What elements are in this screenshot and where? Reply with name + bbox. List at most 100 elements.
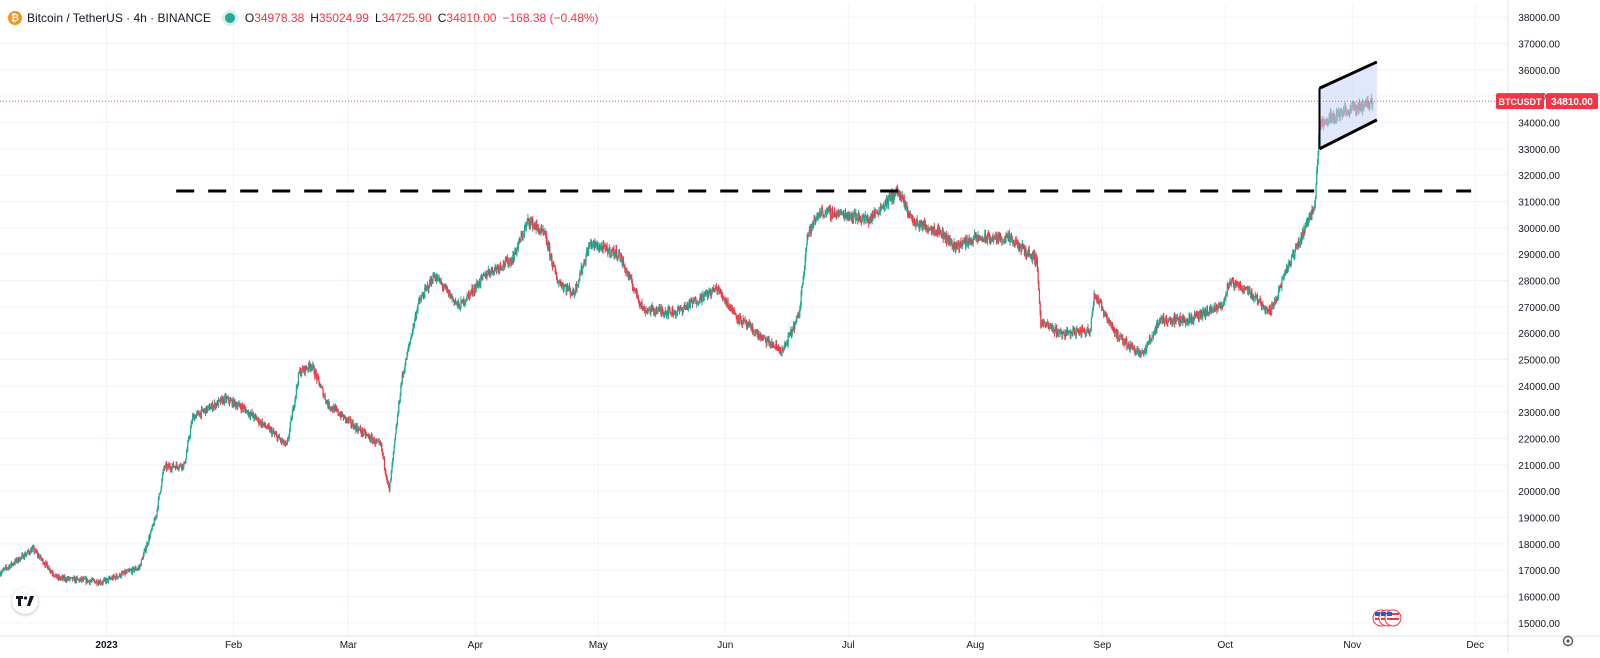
candle-body [553, 263, 554, 264]
candle [1063, 329, 1064, 334]
candle-body [210, 409, 211, 410]
candle-body [382, 450, 383, 452]
candle-body [1117, 332, 1118, 340]
grid [0, 4, 1508, 636]
candle-body [318, 378, 319, 382]
x-tick-label: Sep [1093, 640, 1111, 651]
y-tick-label: 30000.00 [1518, 224, 1560, 235]
y-tick-label: 17000.00 [1518, 566, 1560, 577]
candle-body [620, 253, 621, 261]
candle-body [616, 249, 617, 258]
candle-body [56, 574, 57, 578]
candle-body [799, 310, 800, 317]
candle [47, 565, 48, 569]
candle-body [400, 396, 401, 402]
candle-body [187, 442, 188, 449]
candle-body [121, 573, 122, 576]
candle [389, 483, 390, 492]
y-tick-label: 38000.00 [1518, 13, 1560, 24]
candle [395, 433, 396, 440]
candle-body [186, 453, 187, 459]
candle-body [397, 416, 398, 424]
candle-body [405, 359, 406, 366]
candle-body [753, 331, 754, 335]
y-tick-label: 16000.00 [1518, 593, 1560, 604]
y-tick-label: 22000.00 [1518, 435, 1560, 446]
candle-body [806, 245, 807, 248]
candle [113, 574, 114, 579]
candle-body [609, 247, 610, 255]
candle [857, 213, 858, 219]
candle-body [198, 412, 199, 415]
candle-body [582, 268, 583, 271]
x-tick-label: Apr [468, 640, 484, 651]
candle-body [290, 423, 291, 430]
y-tick-label: 19000.00 [1518, 514, 1560, 525]
candle-body [395, 434, 396, 440]
candle-body [292, 412, 293, 420]
candle [993, 238, 994, 245]
candle-body [134, 570, 135, 572]
candle-body [514, 254, 515, 260]
candle-body [34, 547, 35, 552]
candle-body [1091, 318, 1092, 328]
candle-body [26, 554, 27, 555]
x-tick-label: Feb [225, 640, 243, 651]
candle-body [126, 571, 127, 573]
candle [467, 292, 468, 301]
candle [116, 574, 117, 578]
candle-body [146, 548, 147, 551]
x-tick-label: Mar [340, 640, 358, 651]
y-tick-label: 28000.00 [1518, 277, 1560, 288]
candle-body [428, 288, 429, 290]
candle-body [298, 373, 299, 384]
candles [0, 94, 1373, 586]
candle [372, 434, 373, 445]
candle [141, 559, 142, 566]
candle [906, 202, 907, 207]
candle-body [159, 495, 160, 499]
candle [806, 244, 807, 252]
candle [792, 326, 793, 337]
candle-body [939, 229, 940, 230]
candle-body [116, 575, 117, 578]
candle-body [926, 226, 927, 229]
y-tick-label: 23000.00 [1518, 408, 1560, 419]
candle-body [337, 410, 338, 415]
y-tick-label: 26000.00 [1518, 329, 1560, 340]
candle [822, 204, 823, 212]
candle-body [637, 293, 638, 298]
candle-body [389, 483, 390, 490]
candle-body [460, 309, 461, 310]
candle-body [623, 261, 624, 265]
candle-body [47, 565, 48, 569]
y-tick-label: 27000.00 [1518, 303, 1560, 314]
candle-body [669, 309, 670, 311]
y-tick-label: 34000.00 [1518, 119, 1560, 130]
candle-body [190, 428, 191, 435]
candle-body [394, 440, 395, 445]
candle-body [141, 559, 142, 565]
candle [876, 209, 877, 212]
y-tick-label: 36000.00 [1518, 66, 1560, 77]
candle-body [1031, 254, 1032, 257]
candle-body [701, 295, 702, 301]
candle [77, 576, 78, 581]
x-tick-label: Aug [966, 640, 984, 651]
y-tick-label: 18000.00 [1518, 540, 1560, 551]
candle-body [966, 237, 967, 241]
candle-body [384, 458, 385, 468]
candle [579, 270, 580, 281]
candle [701, 301, 702, 306]
candle [623, 256, 624, 266]
y-tick-label: 29000.00 [1518, 250, 1560, 261]
candle [582, 268, 583, 275]
candle [26, 554, 27, 558]
y-tick-label: 21000.00 [1518, 461, 1560, 472]
candle-body [47, 563, 48, 566]
y-tick-label: 37000.00 [1518, 40, 1560, 51]
candle-body [410, 340, 411, 343]
candle-body [95, 582, 96, 583]
